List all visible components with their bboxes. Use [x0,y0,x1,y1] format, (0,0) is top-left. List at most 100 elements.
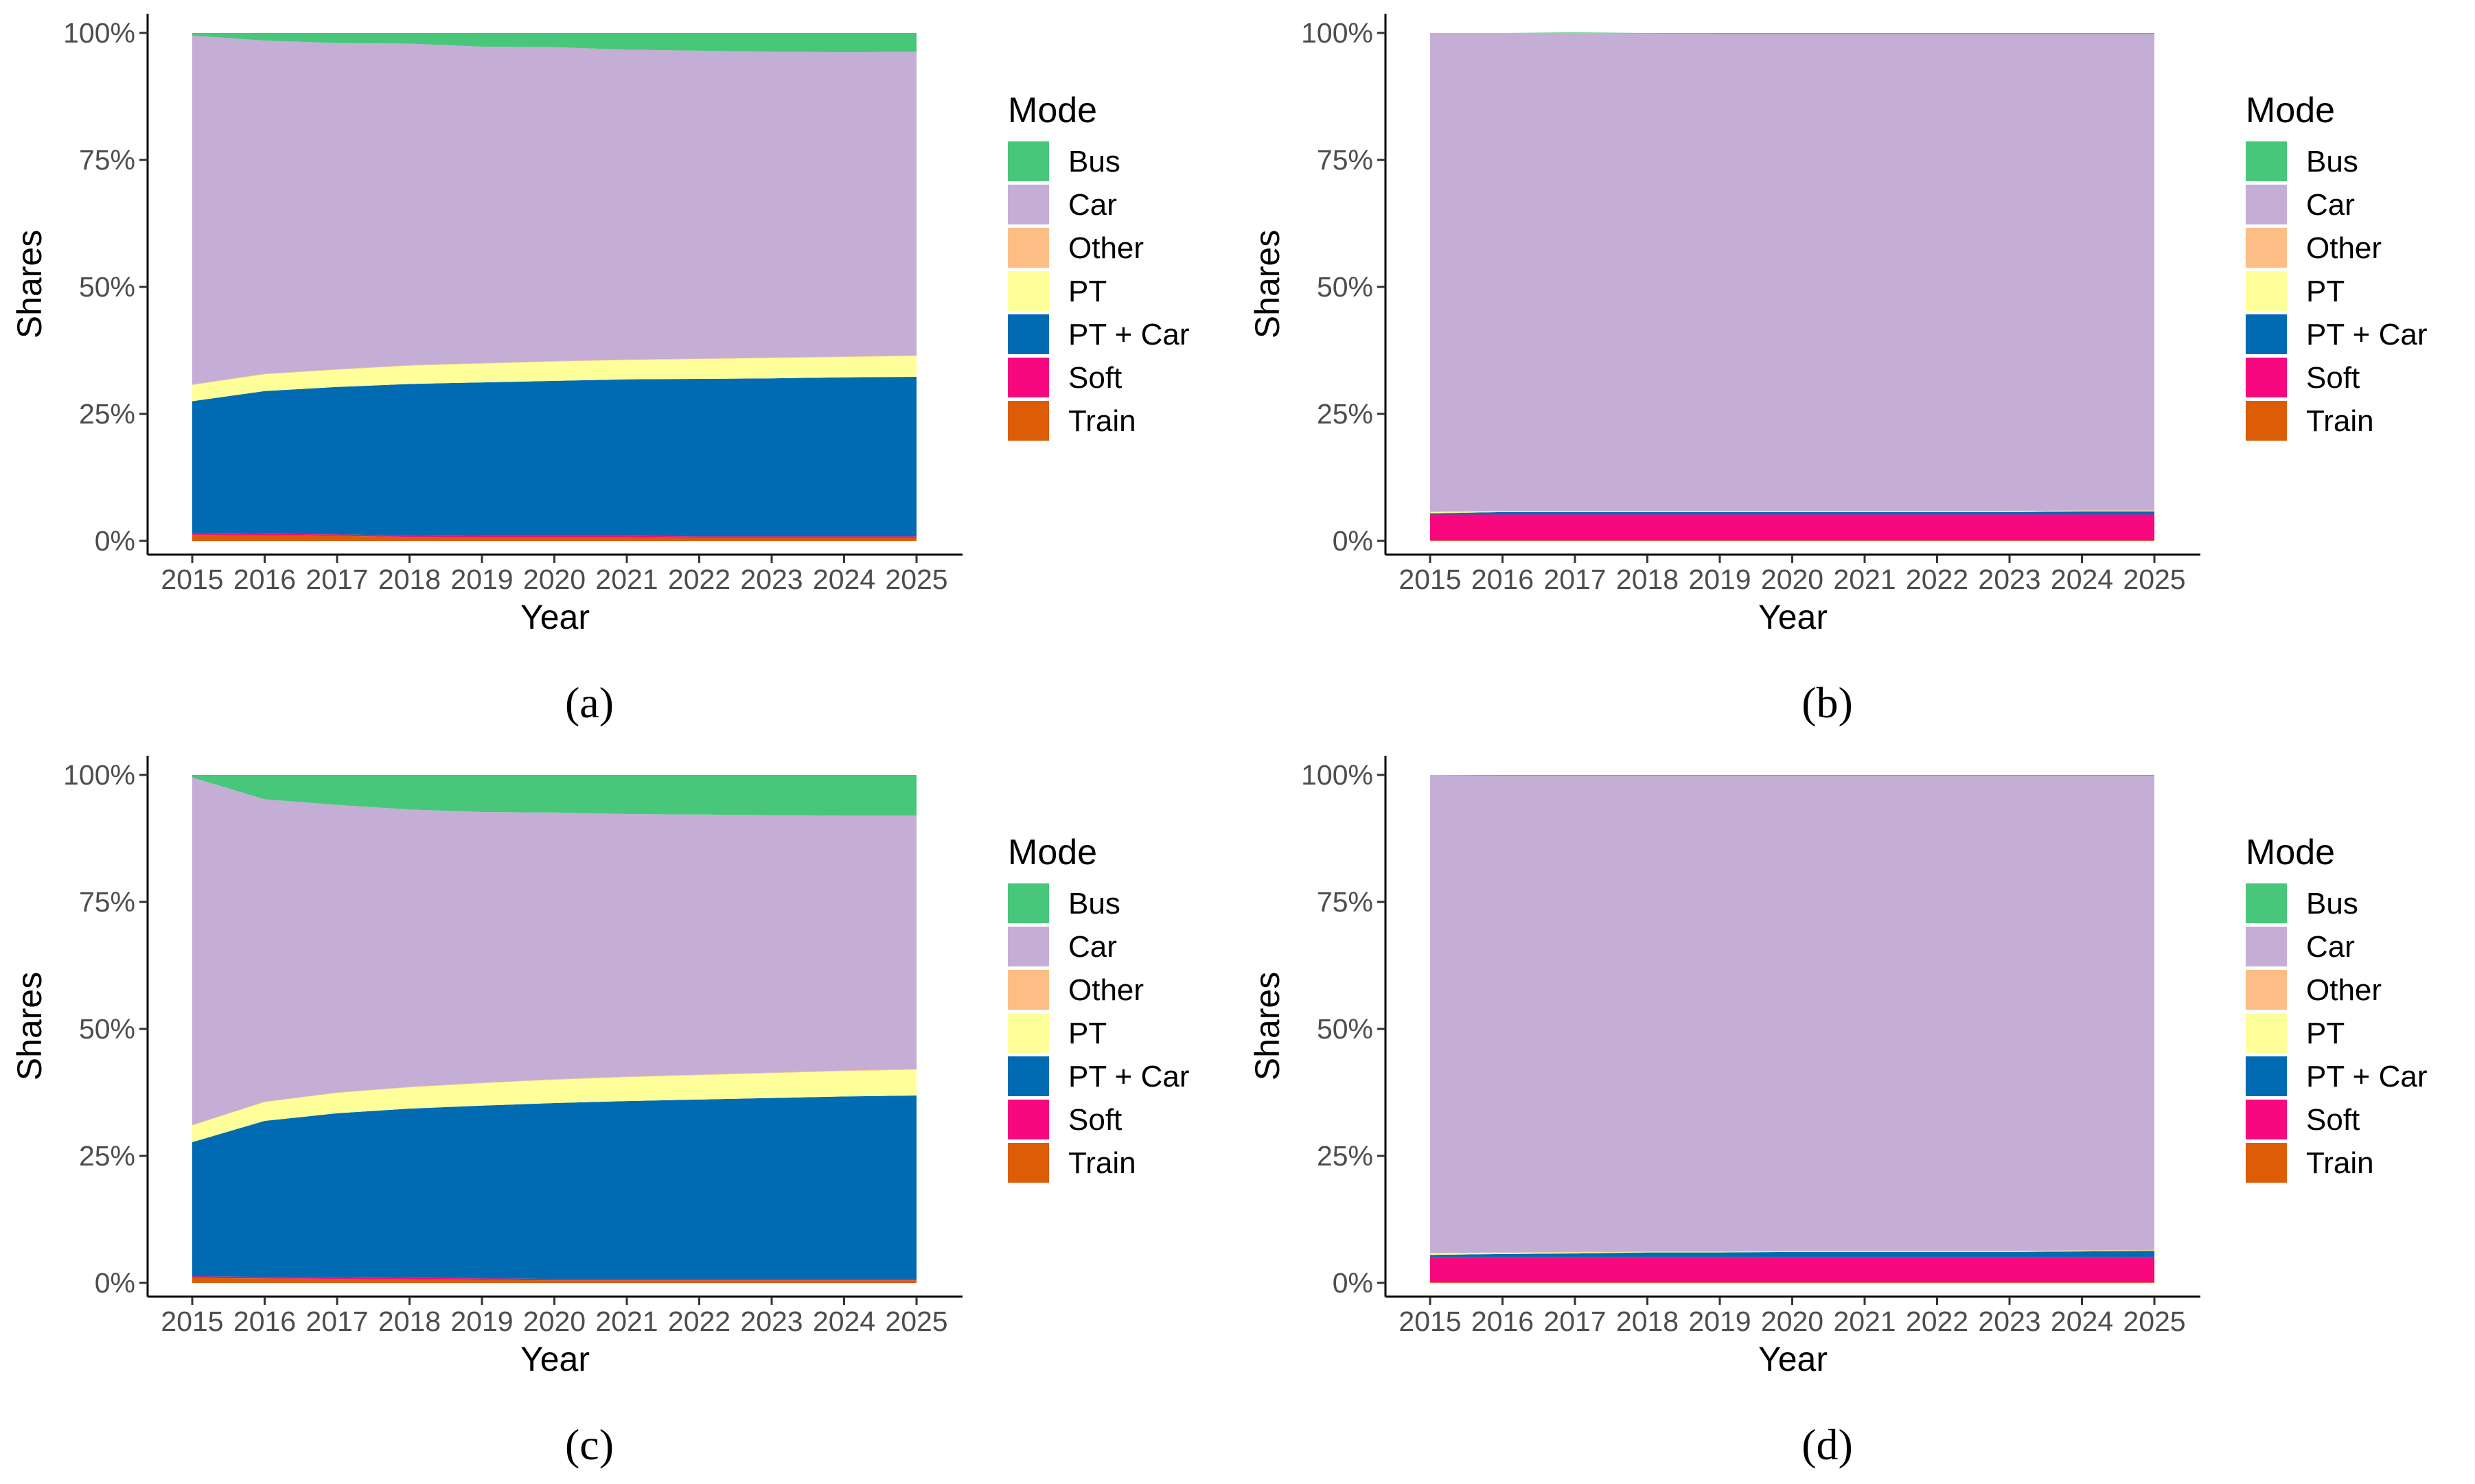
chart-1-y-tick-label: 25% [1317,398,1373,430]
chart-2-y-axis-title: Shares [10,972,49,1080]
chart-0-x-tick-label: 2024 [813,564,875,595]
chart-0-area-pt [192,356,917,402]
chart-0-legend-label-car: Car [1068,188,1117,222]
chart-0-legend-swatch-pt-car [1008,314,1049,354]
chart-0-x-tick-label: 2018 [378,564,441,595]
chart-3-x-tick-label: 2024 [2051,1306,2113,1337]
chart-1-legend-swatch-pt-car [2246,314,2287,354]
chart-1-x-tick-label: 2021 [1833,564,1896,595]
chart-3-y-tick-label: 0% [1333,1267,1373,1299]
chart-0-y-tick-label: 0% [95,525,135,557]
chart-0-y-tick-label: 25% [79,398,135,430]
chart-2-x-tick-label: 2022 [668,1306,730,1337]
chart-0-y-tick-label: 50% [79,271,135,303]
chart-0-legend-swatch-train [1008,401,1049,441]
chart-3-area-car [1430,775,2154,1253]
chart-0-y-tick-label: 75% [79,144,135,176]
chart-3-x-tick-label: 2018 [1616,1306,1679,1337]
chart-3-x-tick-label: 2017 [1543,1306,1606,1337]
chart-1-x-tick-label: 2017 [1543,564,1606,595]
chart-3-y-tick-label: 75% [1317,886,1373,918]
chart-3-legend-swatch-train [2246,1143,2287,1183]
chart-2-legend-label-other: Other [1068,973,1144,1007]
chart-2-area-car [192,777,917,1125]
chart-0-legend-label-soft: Soft [1068,361,1122,395]
chart-3-x-tick-label: 2016 [1471,1306,1534,1337]
chart-2-x-tick-label: 2016 [233,1306,296,1337]
chart-0-legend-swatch-soft [1008,358,1049,397]
panel-b: 0% 25% 50% 75% 100% 2015 2016 2017 2018 2019 2020 2… [1238,0,2475,742]
chart-1-area-car [1430,33,2154,512]
chart-0-legend-label-other: Other [1068,231,1144,265]
chart-0-legend-swatch-pt [1008,271,1049,311]
chart-2-x-tick-label: 2021 [595,1306,658,1337]
chart-2-legend-label-car: Car [1068,930,1117,964]
chart-2-legend-swatch-train [1008,1143,1049,1183]
chart-1-x-tick-label: 2016 [1471,564,1534,595]
chart-0-legend-title: Mode [1008,91,1097,130]
chart-2-legend-swatch-car [1008,927,1049,966]
chart-2-legend-swatch-other [1008,970,1049,1010]
chart-3-legend-label-soft: Soft [2306,1103,2360,1137]
chart-0-x-axis-title: Year [520,598,590,636]
chart-2-legend-title: Mode [1008,833,1097,872]
chart-2-x-axis-title: Year [520,1340,590,1378]
chart-3-legend-label-pt-car: PT + Car [2306,1060,2427,1093]
chart-1-legend-swatch-car [2246,185,2287,224]
chart-2-legend-label-pt-car: PT + Car [1068,1060,1189,1093]
chart-3-x-tick-label: 2019 [1688,1306,1751,1337]
chart-1-area-train [1430,540,2154,541]
chart-2-legend-swatch-pt [1008,1013,1049,1053]
chart-0-x-tick-label: 2017 [306,564,368,595]
chart-1-legend-label-bus: Bus [2306,145,2358,178]
chart-2-legend-swatch-bus [1008,883,1049,923]
chart-2-legend-label-soft: Soft [1068,1103,1122,1137]
chart-0-x-tick-label: 2015 [161,564,223,595]
chart-3-y-tick-label: 25% [1317,1140,1373,1172]
chart-1-x-tick-label: 2015 [1398,564,1461,595]
chart-0-area-car [192,35,917,385]
chart-0-y-tick-label: 100% [63,17,135,49]
area-chart-c: 0% 25% 50% 75% 100% 2015 2016 2017 2018 2019 2020 2… [10,756,1189,1469]
chart-0-area-soft [192,533,917,538]
chart-0-legend-swatch-car [1008,185,1049,224]
chart-0-x-tick-label: 2016 [233,564,296,595]
chart-3-x-axis-title: Year [1758,1340,1828,1378]
chart-1-y-tick-label: 50% [1317,271,1373,303]
chart-3-legend-label-train: Train [2306,1146,2374,1180]
chart-1-legend-swatch-train [2246,401,2287,441]
chart-0-x-tick-label: 2020 [523,564,586,595]
chart-1-caption: (b) [1801,678,1853,727]
chart-1-legend-label-soft: Soft [2306,361,2360,395]
chart-2-area-train [192,1277,917,1283]
chart-1-x-tick-label: 2024 [2051,564,2113,595]
chart-1-legend-swatch-soft [2246,358,2287,397]
chart-3-legend-swatch-pt [2246,1013,2287,1053]
chart-1-y-axis-title: Shares [1248,230,1287,338]
chart-0-y-axis-title: Shares [10,230,49,338]
chart-2-y-tick-label: 0% [95,1267,135,1299]
chart-3-legend-swatch-other [2246,970,2287,1010]
chart-1-area-bus [1430,32,2154,34]
area-chart-b: 0% 25% 50% 75% 100% 2015 2016 2017 2018 2019 2020 2… [1248,14,2427,727]
chart-2-x-tick-label: 2020 [523,1306,586,1337]
chart-2-legend-swatch-soft [1008,1100,1049,1139]
panel-c: 0% 25% 50% 75% 100% 2015 2016 2017 2018 2019 2020 2… [0,742,1237,1484]
chart-1-x-tick-label: 2019 [1688,564,1751,595]
chart-3-y-axis-title: Shares [1248,972,1287,1080]
chart-0-legend-label-train: Train [1068,404,1136,438]
chart-2-y-tick-label: 100% [63,759,135,791]
chart-2-x-tick-label: 2017 [306,1306,368,1337]
chart-0-x-tick-label: 2019 [450,564,513,595]
chart-1-legend-label-pt: PT [2306,275,2345,308]
chart-2-x-tick-label: 2025 [885,1306,947,1337]
chart-1-area-other [1430,510,2154,512]
chart-3-area-bus [1430,775,2154,776]
chart-2-legend-label-pt: PT [1068,1017,1107,1050]
chart-3-x-tick-label: 2023 [1978,1306,2040,1337]
chart-2-x-tick-label: 2018 [378,1306,441,1337]
chart-2-x-tick-label: 2023 [740,1306,803,1337]
chart-3-legend-swatch-pt-car [2246,1056,2287,1096]
panel-a: 0% 25% 50% 75% 100% 2015 2016 2017 2018 2019 2020 2… [0,0,1237,742]
chart-2-y-tick-label: 50% [79,1013,135,1045]
